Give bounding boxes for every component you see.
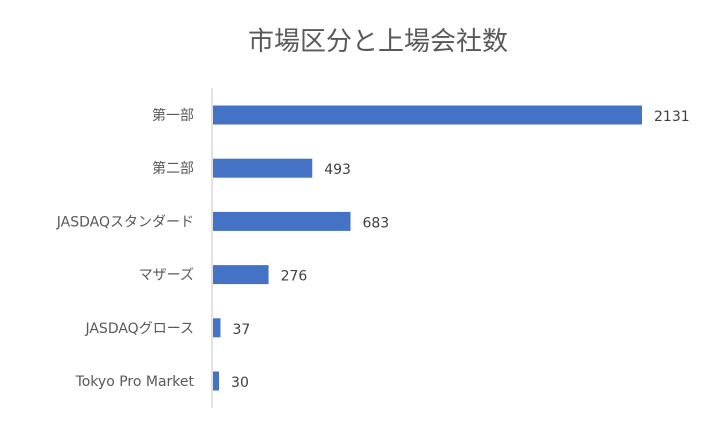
- category-label: JASDAQグロース: [84, 321, 194, 337]
- category-label: 第一部: [152, 107, 194, 124]
- bar: [213, 158, 313, 178]
- data-label: 683: [362, 215, 389, 231]
- data-label: 37: [232, 322, 250, 338]
- data-label: 276: [281, 269, 308, 285]
- bar: [213, 265, 269, 285]
- data-label: 493: [324, 162, 351, 178]
- bar: [213, 318, 221, 338]
- bar: [213, 105, 642, 125]
- data-label: 2131: [654, 109, 690, 125]
- data-label: 30: [231, 375, 249, 391]
- bar: [213, 371, 220, 391]
- bar: [213, 211, 351, 231]
- category-label: JASDAQスタンダード: [56, 214, 194, 230]
- category-label: マザーズ: [139, 268, 194, 284]
- category-label: 第二部: [152, 160, 194, 177]
- chart-title: 市場区分と上場会社数: [248, 27, 508, 57]
- category-label: Tokyo Pro Market: [75, 374, 195, 390]
